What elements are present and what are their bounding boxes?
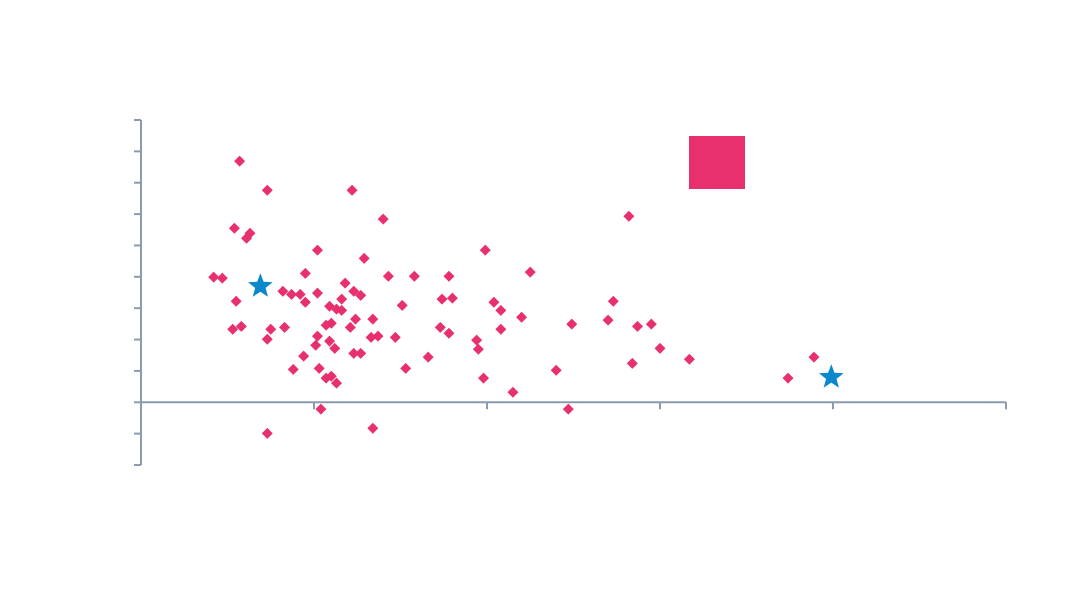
diamond-point <box>478 372 490 384</box>
diamond-point <box>336 304 348 316</box>
diamond-point <box>495 323 507 335</box>
diamond-point <box>348 347 360 359</box>
diamond-point <box>389 331 401 343</box>
diamond-point <box>446 292 458 304</box>
diamond-point <box>372 330 384 342</box>
diamond-point <box>434 321 446 333</box>
diamond-point <box>400 362 412 374</box>
diamond-point <box>645 318 657 330</box>
diamond-point <box>607 295 619 307</box>
diamond-point <box>329 342 341 354</box>
diamond-point <box>261 184 273 196</box>
diamond-point <box>516 311 528 323</box>
diamond-point <box>230 295 242 307</box>
diamond-point <box>298 350 310 362</box>
diamond-point <box>208 271 220 283</box>
diamond-point <box>683 353 695 365</box>
diamond-point <box>350 313 362 325</box>
diamond-point <box>422 351 434 363</box>
diamond-point <box>488 296 500 308</box>
diamond-point <box>654 342 666 354</box>
diamond-point <box>782 372 794 384</box>
diamond-point <box>408 270 420 282</box>
diamond-point <box>367 422 379 434</box>
diamond-point <box>471 334 483 346</box>
diamond-point <box>311 330 323 342</box>
diamond-point <box>235 320 247 332</box>
diamond-point <box>524 266 536 278</box>
diamond-point <box>311 287 323 299</box>
star-point <box>818 364 844 388</box>
diamond-point <box>443 327 455 339</box>
diamond-point <box>377 213 389 225</box>
diamond-point <box>396 299 408 311</box>
diamond-point <box>287 363 299 375</box>
diamond-point <box>443 270 455 282</box>
diamond-point <box>436 293 448 305</box>
diamond-point <box>294 288 306 300</box>
diamond-point <box>507 386 519 398</box>
diamond-point <box>632 320 644 332</box>
diamond-point <box>241 232 253 244</box>
diamond-point <box>261 427 273 439</box>
legend-swatch <box>689 136 745 189</box>
diamond-point <box>355 347 367 359</box>
diamond-point <box>277 285 289 297</box>
diamond-point <box>324 335 336 347</box>
diamond-point <box>336 293 348 305</box>
diamond-point <box>216 272 228 284</box>
diamond-point <box>228 222 240 234</box>
diamond-point <box>550 364 562 376</box>
diamond-point <box>355 289 367 301</box>
diamond-point <box>808 351 820 363</box>
diamond-point <box>227 323 239 335</box>
diamond-point <box>313 362 325 374</box>
diamond-point <box>626 357 638 369</box>
diamond-point <box>479 244 491 256</box>
diamond-point <box>325 317 337 329</box>
diamond-point <box>279 321 291 333</box>
diamond-point <box>261 333 273 345</box>
diamond-point <box>344 321 356 333</box>
diamond-point <box>311 244 323 256</box>
diamond-point <box>358 252 370 264</box>
diamond-point <box>315 403 327 415</box>
diamond-point <box>234 155 246 167</box>
diamond-point <box>330 377 342 389</box>
diamond-point <box>566 318 578 330</box>
diamond-point <box>325 370 337 382</box>
star-point <box>248 273 273 297</box>
diamond-point <box>495 304 507 316</box>
diamond-point <box>310 339 322 351</box>
diamond-point <box>602 314 614 326</box>
diamond-point <box>339 277 351 289</box>
diamond-point <box>299 267 311 279</box>
diamond-point <box>382 270 394 282</box>
diamond-point <box>367 313 379 325</box>
diamond-point <box>286 288 298 300</box>
diamond-point <box>346 184 358 196</box>
diamond-point <box>623 210 635 222</box>
diamond-point <box>562 403 574 415</box>
diamond-point <box>299 296 311 308</box>
diamond-point <box>472 343 484 355</box>
diamond-point <box>265 323 277 335</box>
diamond-point <box>365 331 377 343</box>
